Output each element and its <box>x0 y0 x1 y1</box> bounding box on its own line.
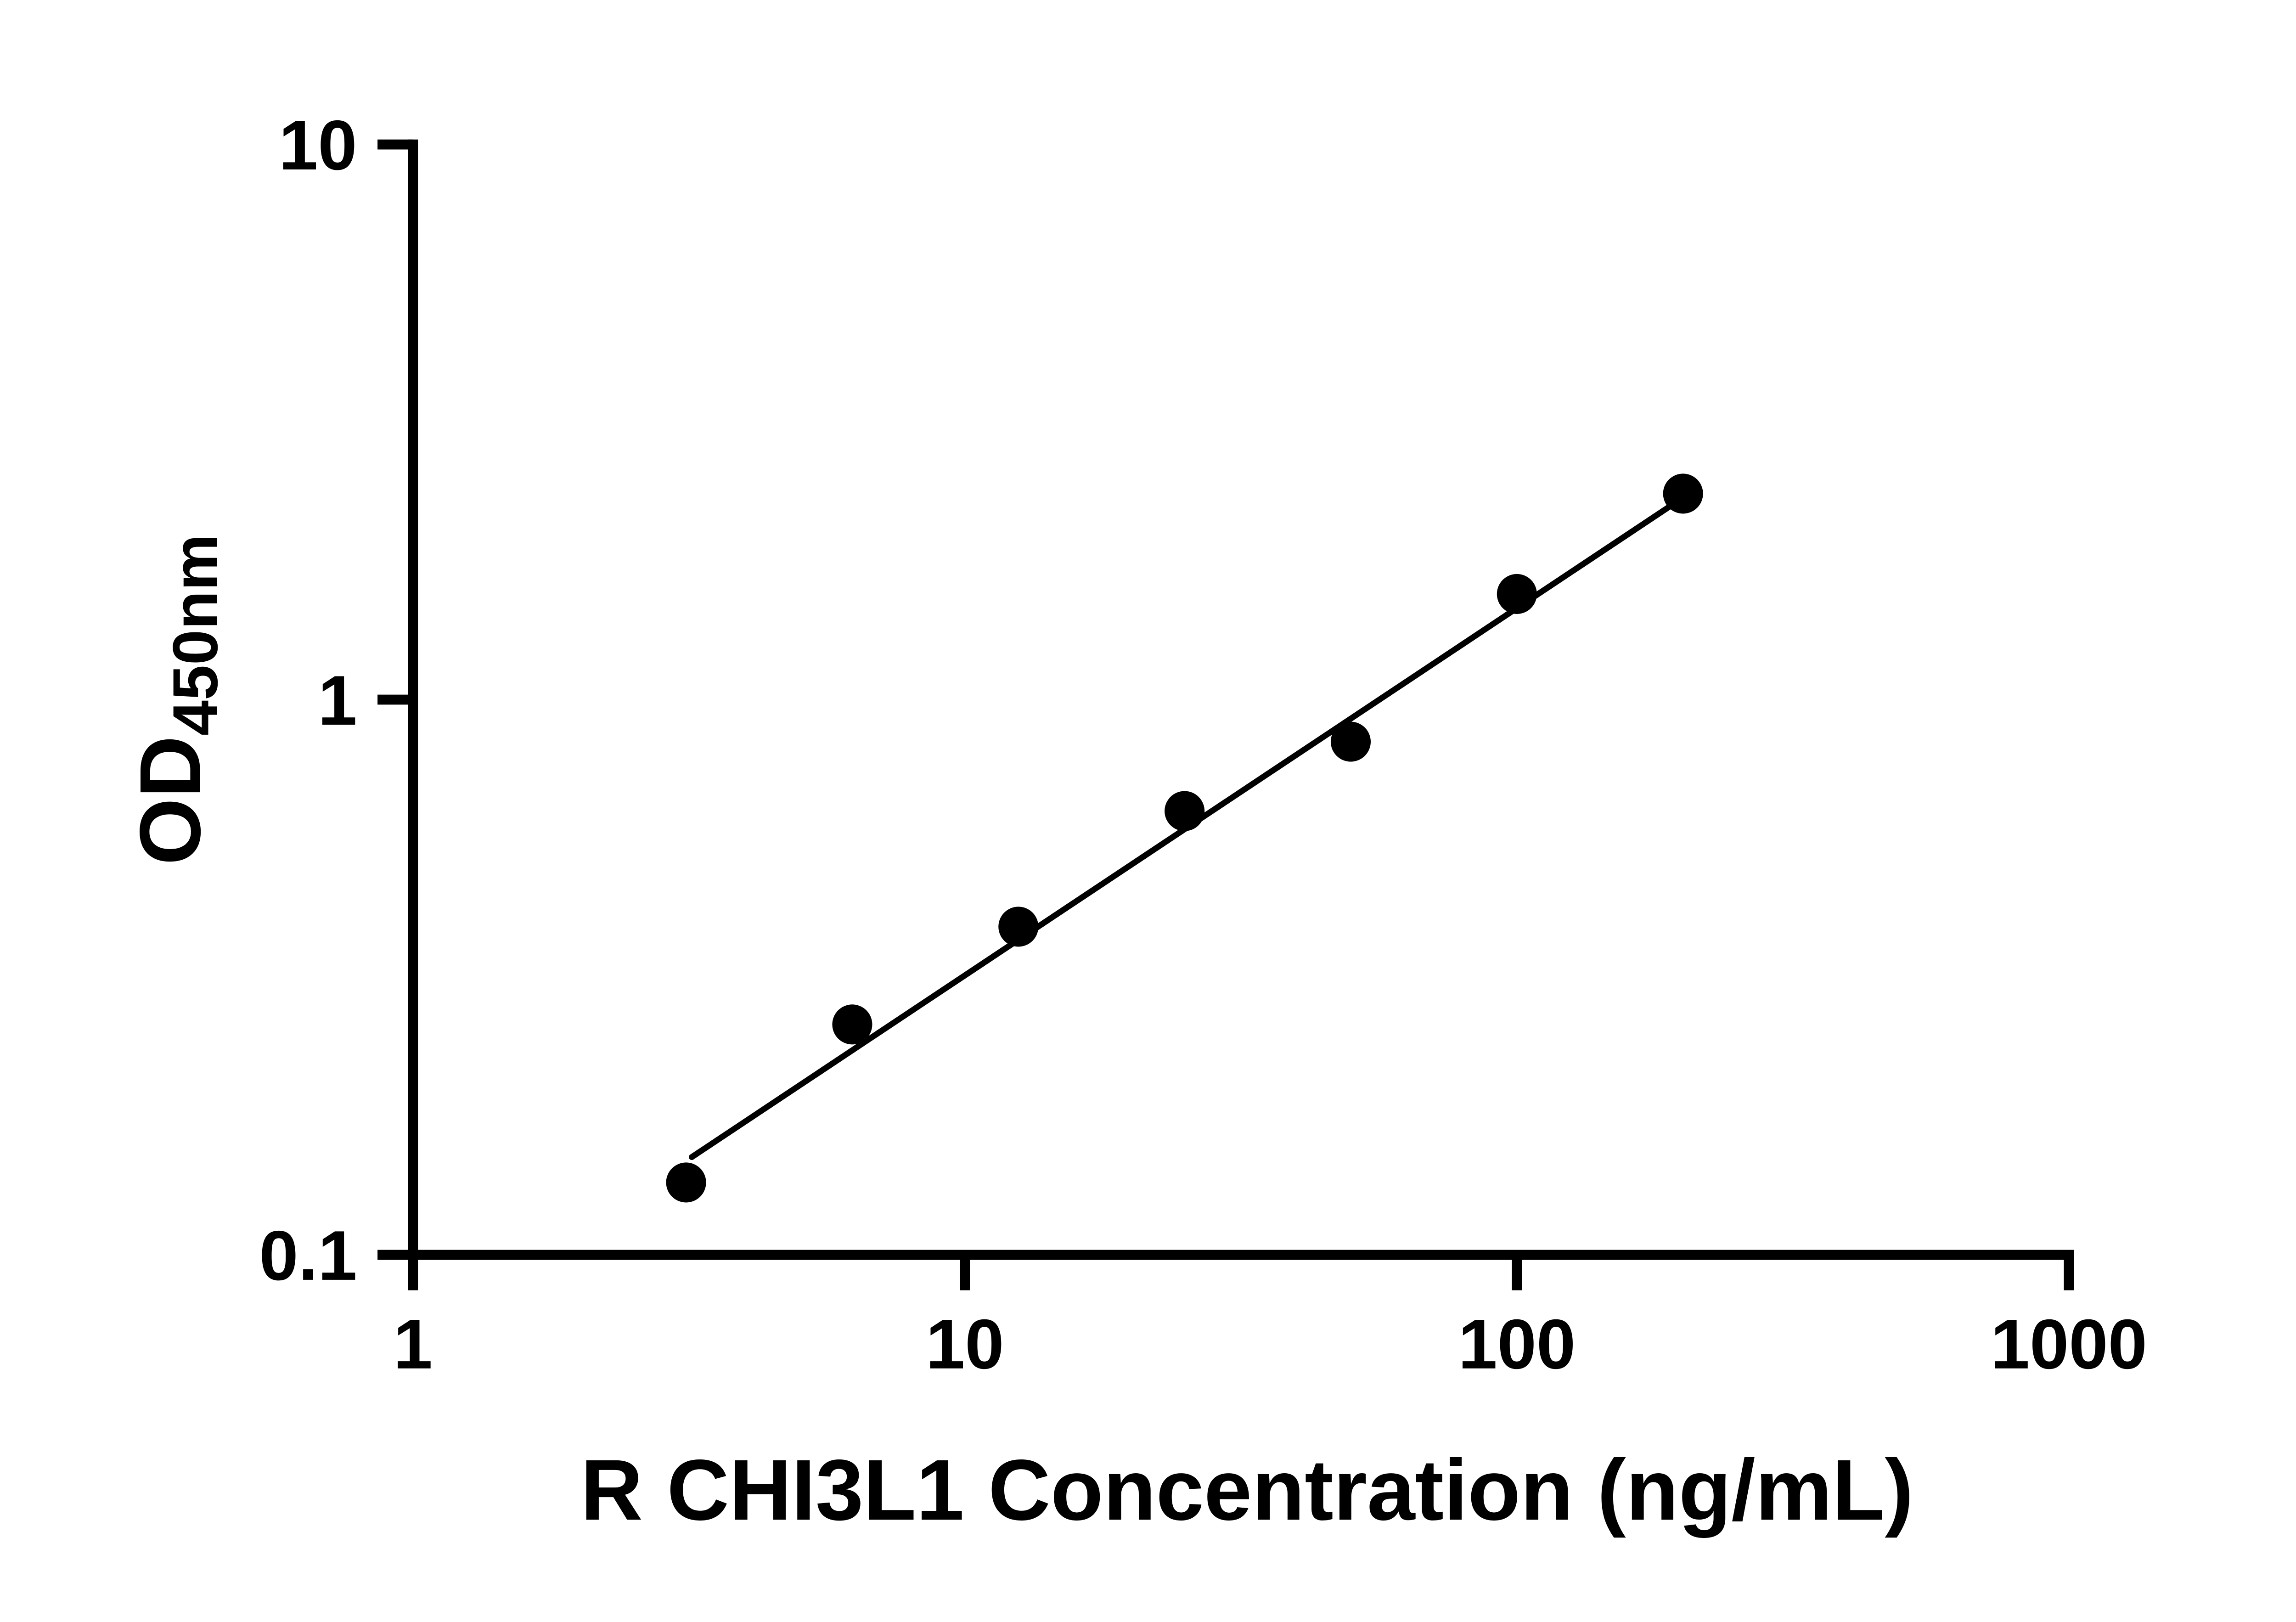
x-tick-label: 10 <box>926 1305 1004 1384</box>
x-tick-label: 100 <box>1458 1305 1576 1384</box>
y-tick-label: 0.1 <box>259 1216 357 1295</box>
svg-text:OD450nm: OD450nm <box>122 534 231 865</box>
y-tick-label: 1 <box>318 661 357 740</box>
y-axis-title-subscript: 450nm <box>160 534 231 736</box>
chart-layer: 1 10 100 1000 0.1 1 10 <box>259 106 2147 1384</box>
data-point <box>666 1162 706 1203</box>
data-point <box>1330 721 1371 762</box>
y-axis-title-main: OD <box>122 736 218 865</box>
data-point <box>832 1004 872 1045</box>
data-point <box>1165 791 1205 831</box>
data-point <box>1497 574 1537 614</box>
y-axis-title: OD450nm <box>122 534 231 865</box>
x-axis-title: R CHI3L1 Concentration (ng/mL) <box>580 1442 1913 1538</box>
y-tick-label: 10 <box>279 106 357 185</box>
x-tick-label: 1 <box>394 1305 433 1384</box>
data-point <box>1663 473 1703 514</box>
x-tick-label: 1000 <box>1991 1305 2147 1384</box>
axes <box>408 139 2074 1260</box>
data-point <box>998 907 1039 947</box>
